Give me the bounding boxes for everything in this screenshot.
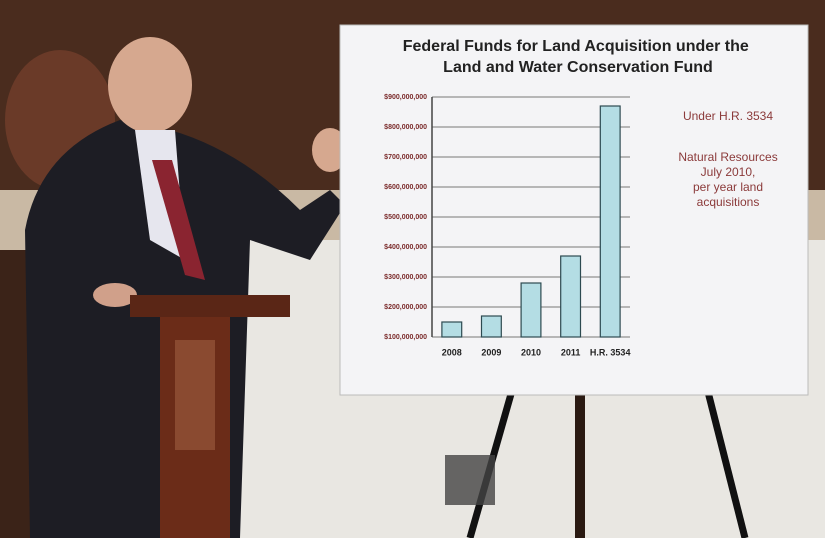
y-tick-label: $800,000,000 — [384, 124, 427, 131]
y-tick-label: $400,000,000 — [384, 244, 427, 251]
podium-top — [130, 295, 290, 317]
bar — [442, 322, 462, 337]
podium-carving — [175, 340, 215, 450]
x-tick-label: 2009 — [481, 347, 501, 357]
annotation: acquisitions — [697, 195, 760, 209]
y-tick-label: $100,000,000 — [384, 334, 427, 341]
scene: Federal Funds for Land Acquisition under… — [0, 0, 825, 538]
annotation: per year land — [693, 180, 763, 194]
x-tick-label: 2010 — [521, 347, 541, 357]
person-head — [108, 37, 192, 133]
y-tick-label: $300,000,000 — [384, 274, 427, 281]
annotation: July 2010, — [701, 165, 756, 179]
annotation: Under H.R. 3534 — [683, 109, 773, 123]
y-tick-label: $900,000,000 — [384, 94, 427, 101]
bar — [482, 316, 502, 337]
x-tick-label: 2011 — [561, 347, 581, 357]
bar — [561, 256, 581, 337]
y-tick-label: $700,000,000 — [384, 154, 427, 161]
x-tick-label: H.R. 3534 — [590, 347, 631, 357]
x-tick-label: 2008 — [442, 347, 462, 357]
chart-title-line: Land and Water Conservation Fund — [443, 59, 713, 76]
annotation: Natural Resources — [678, 150, 777, 164]
y-tick-label: $600,000,000 — [384, 184, 427, 191]
y-tick-label: $200,000,000 — [384, 304, 427, 311]
signal-icon — [445, 455, 495, 505]
chart-title-line: Federal Funds for Land Acquisition under… — [403, 38, 749, 55]
y-tick-label: $500,000,000 — [384, 214, 427, 221]
bar — [521, 283, 541, 337]
page: {"chart_data": {"type": "bar", "title": … — [0, 0, 825, 538]
bar — [600, 106, 620, 337]
